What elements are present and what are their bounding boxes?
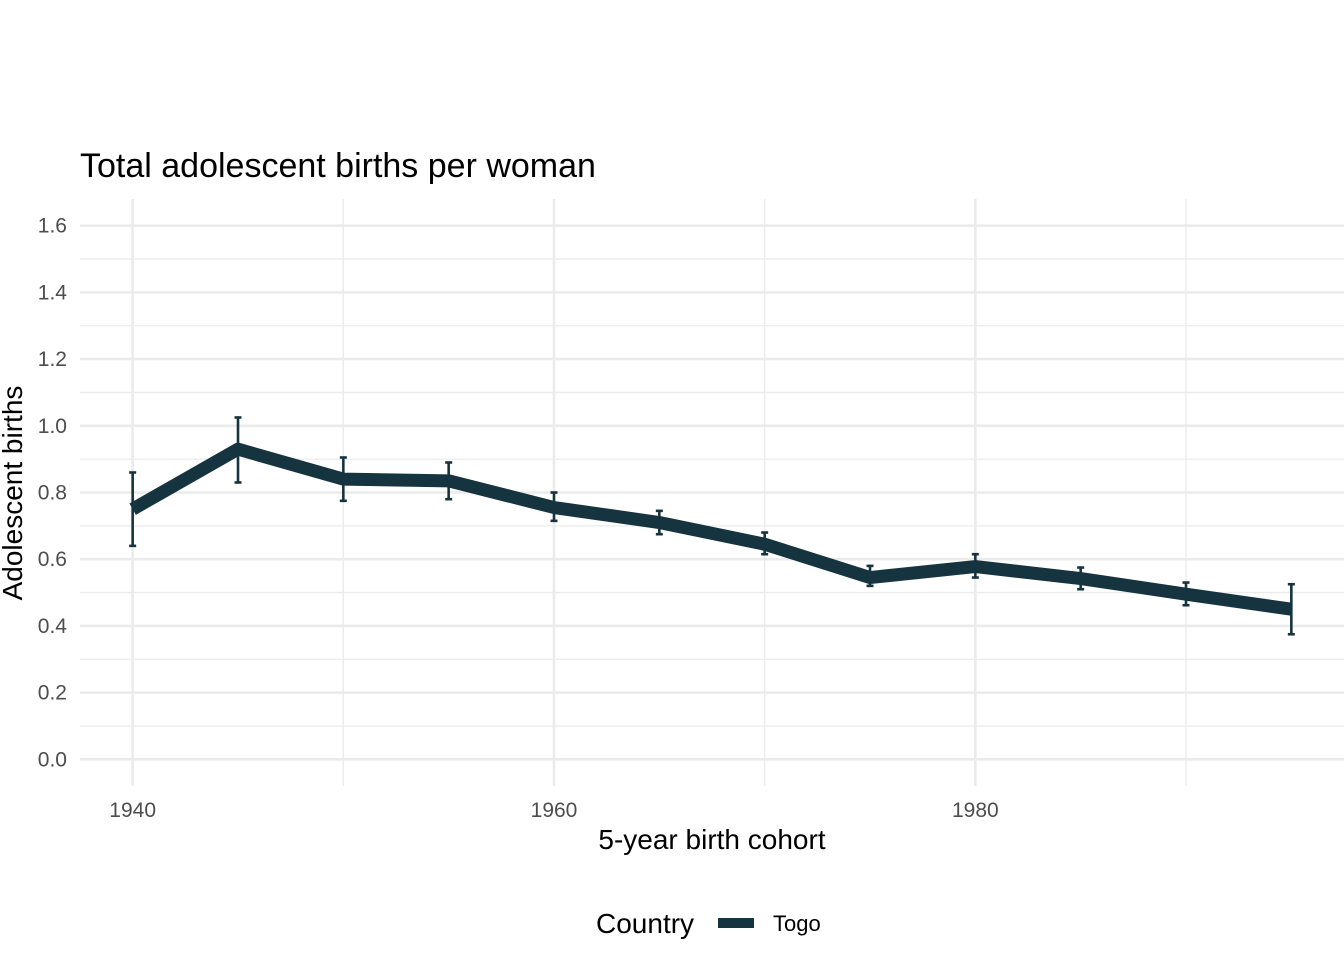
y-tick-label: 1.0 (38, 415, 67, 438)
y-tick-label: 1.6 (38, 215, 67, 238)
x-tick-label: 1980 (952, 799, 999, 822)
legend-title: Country (596, 908, 694, 939)
y-axis-title: Adolescent births (0, 386, 28, 601)
legend: Country Togo (596, 908, 821, 939)
x-axis-title: 5-year birth cohort (598, 824, 825, 855)
legend-key-togo (718, 918, 754, 928)
series-lines (129, 442, 1293, 616)
y-tick-label: 0.0 (38, 748, 67, 771)
y-tick-label: 0.6 (38, 548, 67, 571)
series-line-togo (129, 442, 1293, 616)
major-gridlines (80, 199, 1344, 786)
y-tick-label: 0.2 (38, 682, 67, 705)
y-tick-label: 1.2 (38, 348, 67, 371)
chart-title: Total adolescent births per woman (80, 147, 596, 185)
y-tick-label: 0.8 (38, 482, 67, 505)
y-tick-label: 1.4 (38, 281, 68, 304)
x-tick-label: 1940 (109, 799, 156, 822)
x-tick-labels: 1940 1960 1980 (109, 799, 998, 822)
legend-label-togo: Togo (773, 911, 821, 936)
y-tick-label: 0.4 (38, 615, 68, 638)
y-tick-labels: 0.0 0.2 0.4 0.6 0.8 1.0 1.2 1.4 1.6 (38, 215, 68, 772)
x-tick-label: 1960 (531, 799, 578, 822)
